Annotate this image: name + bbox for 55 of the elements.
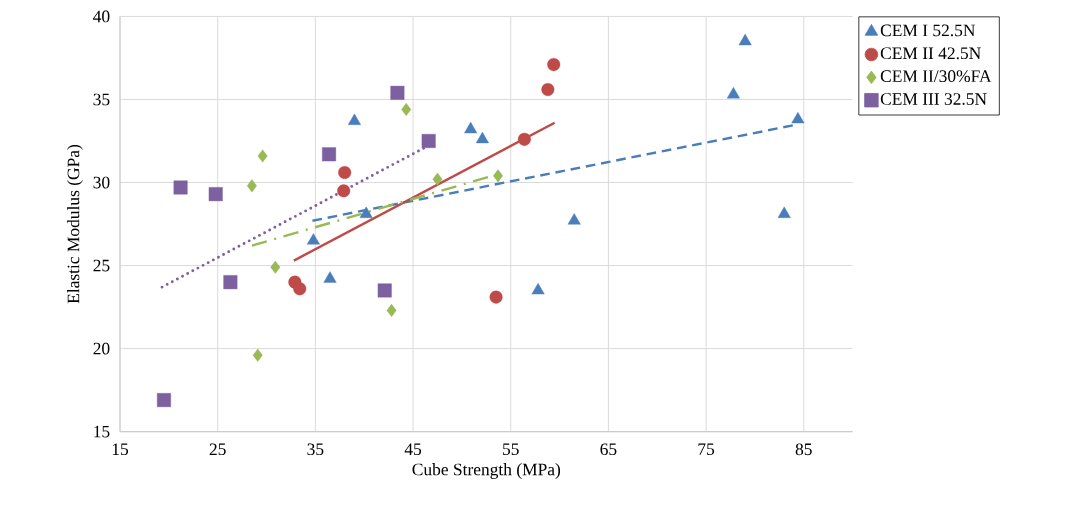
point [347,113,361,125]
point [377,283,392,298]
point [541,83,555,97]
point [432,172,443,186]
point [306,233,320,245]
point [270,260,281,274]
legend-label: CEM II/30%FA [880,70,992,83]
x-tick-label: 65 [600,443,617,456]
point [293,282,307,296]
y-tick-label: 15 [94,425,110,438]
point [464,121,478,134]
point [323,271,337,283]
legend-label: CEM I 52.5N [880,24,976,37]
point [791,111,805,124]
x-tick-label: 25 [209,443,226,456]
x-tick-label: 45 [404,443,422,456]
point [517,132,531,146]
point [567,213,581,225]
x-tick-label: 35 [307,443,324,456]
point [173,180,188,195]
point [359,206,373,218]
point [337,184,351,198]
y-axis-title: Elastic Modulus (GPa) [67,144,83,304]
point [421,134,436,149]
x-tick-label: 85 [795,443,812,456]
legend-label: CEM II 42.5N [880,47,981,60]
point [252,348,263,362]
y-tick-label: 40 [93,10,110,23]
point [390,85,405,100]
point [338,166,352,180]
point [547,58,561,72]
point [493,169,503,183]
point [489,290,503,304]
point [223,275,238,290]
x-tick-label: 75 [698,443,715,456]
point [246,179,257,193]
point [726,87,740,99]
y-tick-label: 20 [93,342,110,355]
point [401,102,412,116]
y-tick-label: 25 [93,259,110,272]
point [157,393,171,408]
x-tick-label: 55 [503,443,519,456]
point [531,283,545,295]
point [257,149,268,163]
point [475,131,489,144]
x-tick-label: 15 [112,443,129,456]
legend-label: CEM III 32.5N [880,93,987,105]
y-tick-label: 35 [93,93,110,106]
y-tick-label: 30 [93,176,110,189]
x-axis-title: Cube Strength (MPa) [412,463,561,479]
point [738,33,752,46]
point [777,206,791,218]
point [208,187,223,202]
point [386,303,397,317]
point [322,147,337,162]
